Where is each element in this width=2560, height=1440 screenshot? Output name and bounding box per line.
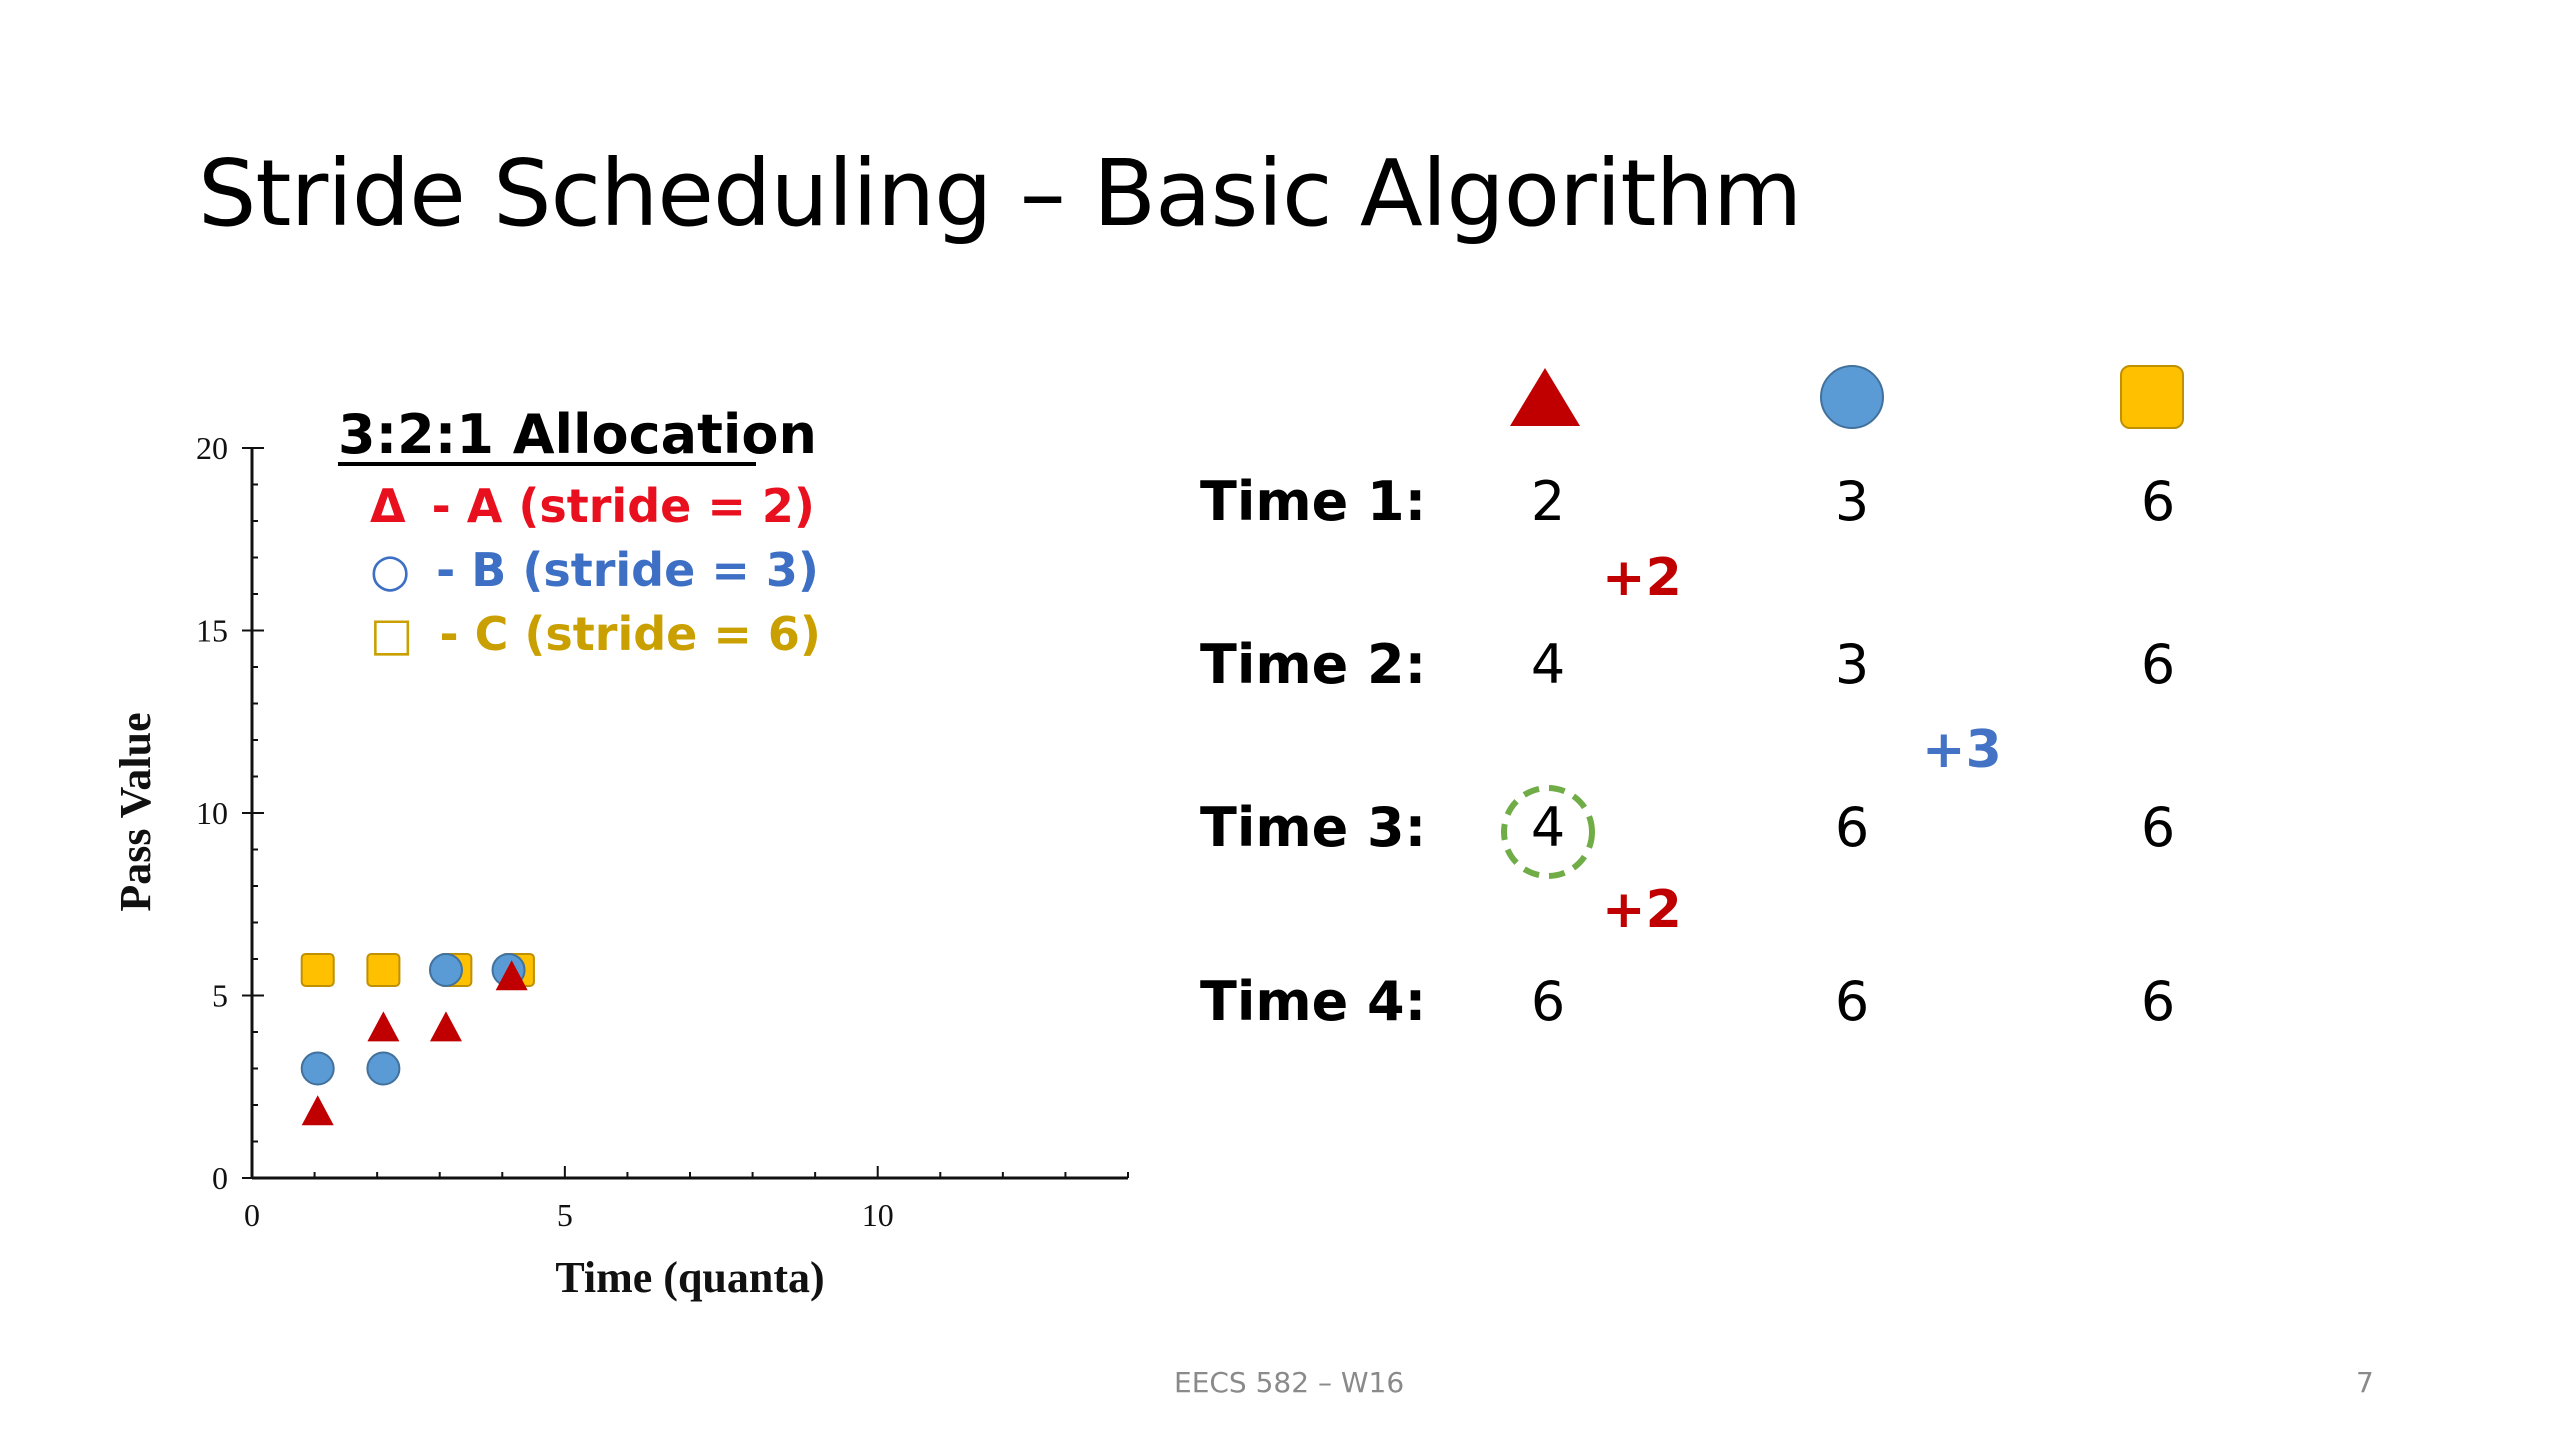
cell-time3-b: 6 (1834, 796, 1870, 859)
square-point (366, 952, 401, 987)
legend-entry-c-symbol: □ (370, 607, 413, 661)
footer-course: EECS 582 – W16 (1174, 1366, 1405, 1399)
circle-point (366, 1051, 401, 1086)
square-icon (2120, 365, 2184, 429)
legend-entry-c-text: - C (stride = 6) (439, 607, 820, 661)
cell-time2-b: 3 (1834, 633, 1870, 696)
circle-icon (1820, 365, 1884, 429)
row-label-time-3: Time 3: (1200, 796, 1427, 859)
legend: 3:2:1 Allocation Δ - A (stride = 2) ○ - … (338, 403, 821, 661)
square-point (300, 952, 335, 987)
cell-time2-a: 4 (1530, 633, 1566, 696)
x-tick-label: 5 (557, 1197, 573, 1233)
increment-time3-to-4: +2 (1602, 880, 1682, 940)
y-tick-label: 5 (212, 978, 228, 1014)
cell-time1-b: 3 (1834, 470, 1870, 533)
legend-entry-a-symbol: Δ (370, 479, 406, 533)
legend-entry-a: Δ - A (stride = 2) (370, 479, 815, 533)
y-tick-label: 15 (196, 613, 228, 649)
legend-entry-c: □ - C (stride = 6) (370, 607, 821, 661)
legend-entry-a-text: - A (stride = 2) (432, 479, 815, 533)
cell-time2-c: 6 (2140, 633, 2176, 696)
circle-point (428, 952, 463, 987)
row-label-time-1: Time 1: (1200, 470, 1427, 533)
y-tick-label: 20 (196, 430, 228, 466)
chart-ticks: 0 5 10 0 5 10 15 20 (196, 430, 1129, 1233)
legend-entry-b-symbol: ○ (370, 543, 410, 597)
y-tick-label: 0 (212, 1160, 228, 1196)
cell-time4-b: 6 (1834, 970, 1870, 1033)
circle-point (300, 1051, 335, 1086)
x-tick-label: 10 (862, 1197, 894, 1233)
legend-title: 3:2:1 Allocation (338, 403, 817, 466)
y-axis-label: Pass Value (111, 712, 160, 911)
triangle-icon (1510, 368, 1580, 426)
increment-time1-to-2: +2 (1602, 548, 1682, 608)
x-tick-label: 0 (244, 1197, 260, 1233)
highlight-ring (1501, 785, 1595, 879)
row-label-time-2: Time 2: (1200, 633, 1427, 696)
cell-time3-a: 4 (1530, 796, 1566, 859)
x-axis-label: Time (quanta) (555, 1253, 824, 1302)
cell-time1-c: 6 (2140, 470, 2176, 533)
triangle-point (301, 1095, 334, 1126)
row-label-time-4: Time 4: (1200, 970, 1427, 1033)
cell-time4-a: 6 (1530, 970, 1566, 1033)
chart-marks (300, 952, 535, 1126)
y-tick-label: 10 (196, 795, 228, 831)
triangle-point (495, 960, 528, 991)
increment-time2-to-3: +3 (1922, 720, 2002, 780)
cell-time1-a: 2 (1530, 470, 1566, 533)
page-number: 7 (2356, 1366, 2374, 1399)
cell-time4-c: 6 (2140, 970, 2176, 1033)
legend-entry-b-text: - B (stride = 3) (436, 543, 819, 597)
legend-entry-b: ○ - B (stride = 3) (370, 543, 819, 597)
triangle-point (429, 1011, 462, 1042)
triangle-point (367, 1011, 400, 1042)
slide-title: Stride Scheduling – Basic Algorithm (198, 140, 1802, 247)
cell-time3-c: 6 (2140, 796, 2176, 859)
